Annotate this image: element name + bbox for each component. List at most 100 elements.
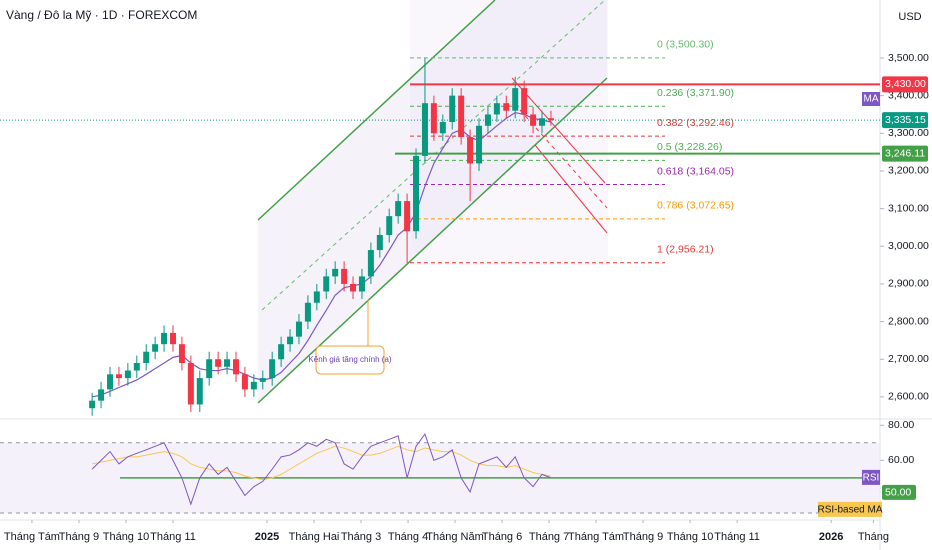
x-tick-label: Tháng Tám	[568, 531, 624, 543]
annotation: Kênh giá tăng chính (a)	[308, 355, 392, 364]
y-tick-label: 3,100.00	[888, 202, 929, 214]
fib-label: 0.5 (3,228.26)	[657, 141, 722, 153]
candle-body	[215, 359, 222, 367]
candle-body	[206, 359, 213, 379]
channel-fill	[258, 0, 607, 403]
price-label-box	[882, 145, 928, 162]
x-tick-label: Tháng 10	[667, 531, 713, 543]
rsi-name-box	[862, 469, 880, 485]
y-tick-label: 2,700.00	[888, 353, 929, 365]
candle-body	[503, 103, 510, 111]
candle-body	[476, 125, 483, 164]
rsi-level-box	[882, 484, 916, 500]
candle-body	[367, 250, 374, 277]
candle-body	[350, 283, 357, 292]
candle-body	[295, 321, 302, 337]
y-tick-label: 3,200.00	[888, 165, 929, 177]
candle-body	[287, 336, 294, 345]
x-tick-label: Tháng Hai	[289, 531, 340, 543]
down-channel-lower	[534, 144, 608, 234]
x-tick-label: Tháng Năm	[426, 531, 483, 543]
x-tick-label: Tháng 7	[529, 531, 569, 543]
fib-zone	[410, 0, 608, 265]
candle-body	[341, 268, 348, 284]
candle-body	[404, 201, 411, 232]
candle-body	[89, 400, 96, 409]
candle-body	[547, 118, 554, 121]
candle-body	[395, 201, 402, 217]
candle-body	[259, 378, 266, 382]
candle-body	[358, 276, 365, 292]
x-tick-label: 2025	[255, 531, 279, 543]
rsi-ma-box	[818, 501, 882, 517]
candle-body	[512, 88, 519, 111]
x-tick-label: Tháng 10	[103, 531, 149, 543]
y-tick-label: 3,000.00	[888, 240, 929, 252]
channel-upper	[257, 0, 496, 221]
x-tick-label: Tháng 4	[388, 531, 428, 543]
rsi-line	[91, 432, 552, 506]
ma-line	[92, 111, 552, 398]
candle-body	[449, 95, 456, 123]
x-tick-label: Tháng 11	[150, 531, 196, 543]
x-tick-label: 2026	[819, 531, 843, 543]
price-label-box	[882, 76, 928, 93]
x-tick-label: Tháng 6	[482, 531, 522, 543]
down-channel-upper	[511, 77, 606, 184]
candle-body	[458, 95, 465, 138]
candle-body	[430, 103, 437, 134]
y-tick-label: 3,400.00	[888, 89, 929, 101]
price-label: 3,246.11	[885, 147, 925, 159]
channel-mid	[261, 0, 606, 311]
fib-label: 0 (3,500.30)	[657, 39, 714, 51]
rsi-tick-label: 80.00	[888, 419, 914, 431]
down-channel-mid	[519, 109, 608, 209]
candle-body	[386, 216, 393, 235]
fib-label: 0.236 (3,371.90)	[657, 87, 734, 99]
rsi-ma-name: RSI-based MA	[817, 505, 882, 516]
price-label-box	[882, 112, 928, 129]
rsi-tick-label: 60.00	[888, 454, 914, 466]
candle-body	[196, 378, 203, 405]
candle-body	[313, 291, 320, 303]
x-tick-label: Tháng 3	[341, 531, 381, 543]
candle-body	[152, 344, 159, 352]
x-tick-label: Tháng 9	[59, 531, 99, 543]
candle-body	[115, 374, 122, 379]
y-tick-label: 2,800.00	[888, 315, 929, 327]
candle-body	[224, 359, 231, 367]
candle-body	[133, 363, 140, 371]
candle-body	[143, 351, 150, 364]
candle-body	[169, 332, 176, 345]
fib-label: 1 (2,956.21)	[657, 244, 714, 256]
candle-body	[413, 155, 420, 232]
candle-body	[241, 374, 248, 390]
candle-body	[269, 359, 276, 379]
candle-body	[484, 114, 491, 126]
candle-body	[107, 374, 113, 390]
candle-body	[521, 88, 528, 115]
candle-body	[493, 103, 500, 115]
candle-body	[232, 359, 239, 375]
candle-body	[530, 114, 537, 126]
candle-body	[124, 370, 131, 379]
price-label: 3,335.15	[885, 114, 926, 126]
fib-label: 0.618 (3,164.05)	[657, 165, 734, 177]
fib-label: 0.786 (3,072.65)	[657, 200, 734, 212]
fib-label: 0.382 (3,292.46)	[657, 117, 734, 129]
x-tick-label: Tháng 11	[714, 531, 760, 543]
y-tick-label: 2,600.00	[888, 391, 929, 403]
candle-body	[421, 103, 428, 156]
candle-body	[439, 122, 446, 134]
x-tick-label: Tháng	[858, 531, 889, 543]
candle-body	[539, 118, 546, 126]
candle-body	[278, 344, 285, 360]
candle-body	[467, 137, 474, 164]
x-tick-label: Tháng 9	[623, 531, 663, 543]
price-label: 3,430.00	[885, 78, 926, 90]
candle-body	[323, 276, 330, 292]
candle-body	[376, 234, 383, 251]
candle-body	[304, 302, 311, 322]
candle-body	[250, 381, 257, 390]
y-tick-label: 2,900.00	[888, 278, 929, 290]
